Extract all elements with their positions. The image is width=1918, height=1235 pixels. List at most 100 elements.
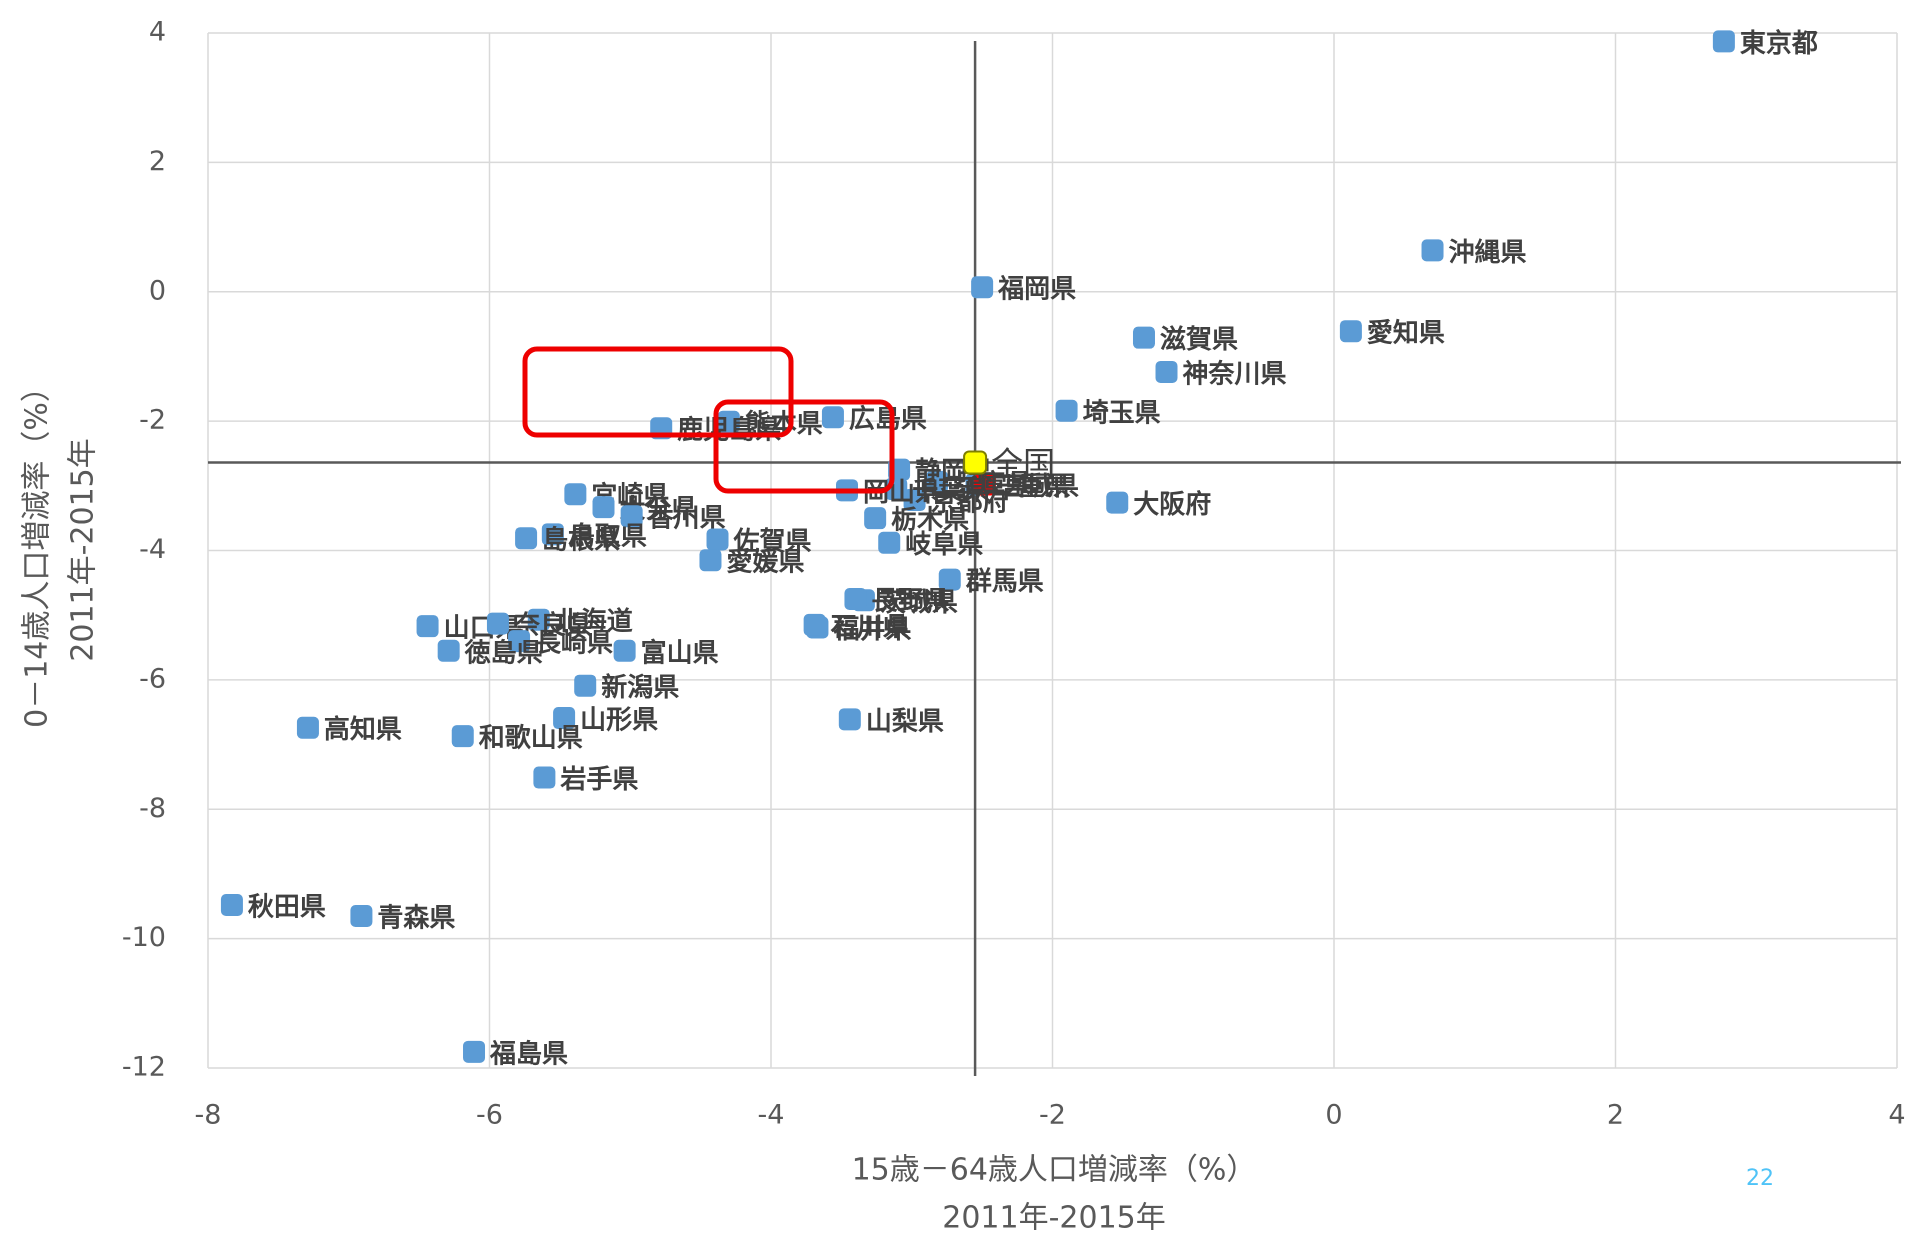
point (564, 483, 587, 506)
point-label: 福島県 (489, 1039, 568, 1069)
point (486, 612, 509, 635)
point-label: 徳島県 (464, 637, 543, 668)
point-label: 秋田県 (248, 892, 326, 922)
point (903, 489, 926, 512)
point (963, 450, 988, 475)
point-label: 東京都 (1740, 28, 1818, 59)
point (220, 893, 243, 916)
point-label: 新潟県 (601, 672, 679, 703)
point-label: 島根県 (542, 526, 620, 556)
point-label: 青森県 (377, 903, 455, 933)
point (574, 674, 597, 697)
point (296, 716, 319, 739)
point-label: 山梨県 (866, 707, 944, 737)
point-label: 佐賀県 (733, 527, 812, 557)
point-label: 広島県 (849, 404, 927, 435)
point-label: 和歌山県 (479, 724, 583, 754)
point (878, 531, 901, 554)
point (515, 527, 538, 550)
point-label: 北海道 (555, 606, 633, 637)
x-axis-title: 15歳－64歳人口増減率（%） (852, 1153, 1257, 1188)
point (971, 276, 994, 299)
highlight-box (522, 346, 794, 438)
point (451, 725, 474, 748)
y-tick-label: -6 (139, 663, 166, 694)
x-tick-label: 0 (1325, 1100, 1342, 1131)
point-label: 福岡県 (997, 275, 1076, 305)
point-label: 鳥取県 (569, 522, 647, 552)
point (973, 473, 996, 496)
point (437, 639, 460, 662)
point-label: 高知県 (324, 714, 402, 745)
point (533, 766, 556, 789)
y-axis-title: 2011年-2015年 (66, 438, 101, 662)
point (527, 608, 550, 631)
x-axis-title: 2011年-2015年 (942, 1201, 1166, 1235)
point (926, 470, 949, 493)
point (508, 630, 531, 653)
point-label: 京都府 (931, 487, 1009, 518)
point-label: 栃木県 (891, 506, 969, 536)
point-label: 群馬県 (965, 567, 1044, 597)
point-label: 愛媛県 (726, 548, 804, 578)
point (803, 613, 826, 636)
point (938, 568, 961, 591)
point (717, 410, 740, 433)
point (838, 708, 861, 731)
page-number: 22 (1746, 1166, 1774, 1191)
y-tick-label: -10 (122, 922, 166, 953)
x-tick-label: -6 (476, 1100, 503, 1131)
x-tick-label: -4 (758, 1100, 785, 1131)
point (1055, 399, 1078, 422)
y-tick-label: 4 (149, 17, 166, 48)
point (463, 1040, 486, 1063)
point (706, 528, 729, 551)
point (1421, 239, 1444, 262)
y-axis-title: 0－14歳人口増減率（%） (20, 372, 55, 728)
point-label: 岐阜県 (905, 530, 983, 560)
point (613, 639, 636, 662)
point-label: 鹿児島県 (677, 415, 781, 446)
point (350, 904, 373, 927)
point-label: 神奈川県 (1183, 359, 1287, 389)
x-tick-label: -8 (195, 1100, 222, 1131)
point-label: 沖縄県 (1449, 238, 1527, 268)
x-tick-label: -2 (1039, 1100, 1066, 1131)
point-label: 千葉県 (912, 477, 990, 507)
y-tick-label: -4 (139, 534, 166, 565)
x-tick-label: 4 (1888, 1100, 1905, 1131)
point (592, 496, 615, 519)
point (1712, 30, 1735, 53)
point-label: 岩手県 (559, 765, 638, 795)
x-tick-label: 2 (1607, 1100, 1624, 1131)
point-label: 茨城県 (880, 588, 958, 618)
point-label: 山形県 (580, 706, 658, 736)
point (620, 505, 643, 528)
point-label: 埼玉県 (1083, 398, 1161, 428)
point-label: 宮城県 (1001, 471, 1079, 502)
point-label: 富山県 (641, 637, 719, 668)
point-label: 長崎県 (535, 629, 613, 659)
point (699, 549, 722, 572)
point (1106, 491, 1129, 514)
y-tick-label: 2 (149, 146, 166, 177)
y-tick-label: -2 (139, 405, 166, 436)
point (553, 707, 576, 730)
point-label: 愛知県 (1367, 319, 1445, 349)
point-label: 三重県 (992, 472, 1070, 502)
point (864, 507, 887, 530)
point-label: 兵庫県 (953, 469, 1031, 499)
point-label: 福井県 (832, 615, 911, 645)
point-label: 滋賀県 (1160, 324, 1238, 355)
point (821, 406, 844, 429)
y-tick-label: -12 (122, 1052, 166, 1083)
point-label: 石川県 (830, 612, 909, 642)
highlight-box (713, 399, 895, 494)
point (541, 523, 564, 546)
point (1339, 320, 1362, 343)
point (844, 588, 867, 611)
point (416, 615, 439, 638)
point-label: 全国 (991, 445, 1055, 483)
point-label: 大阪府 (1133, 489, 1211, 520)
